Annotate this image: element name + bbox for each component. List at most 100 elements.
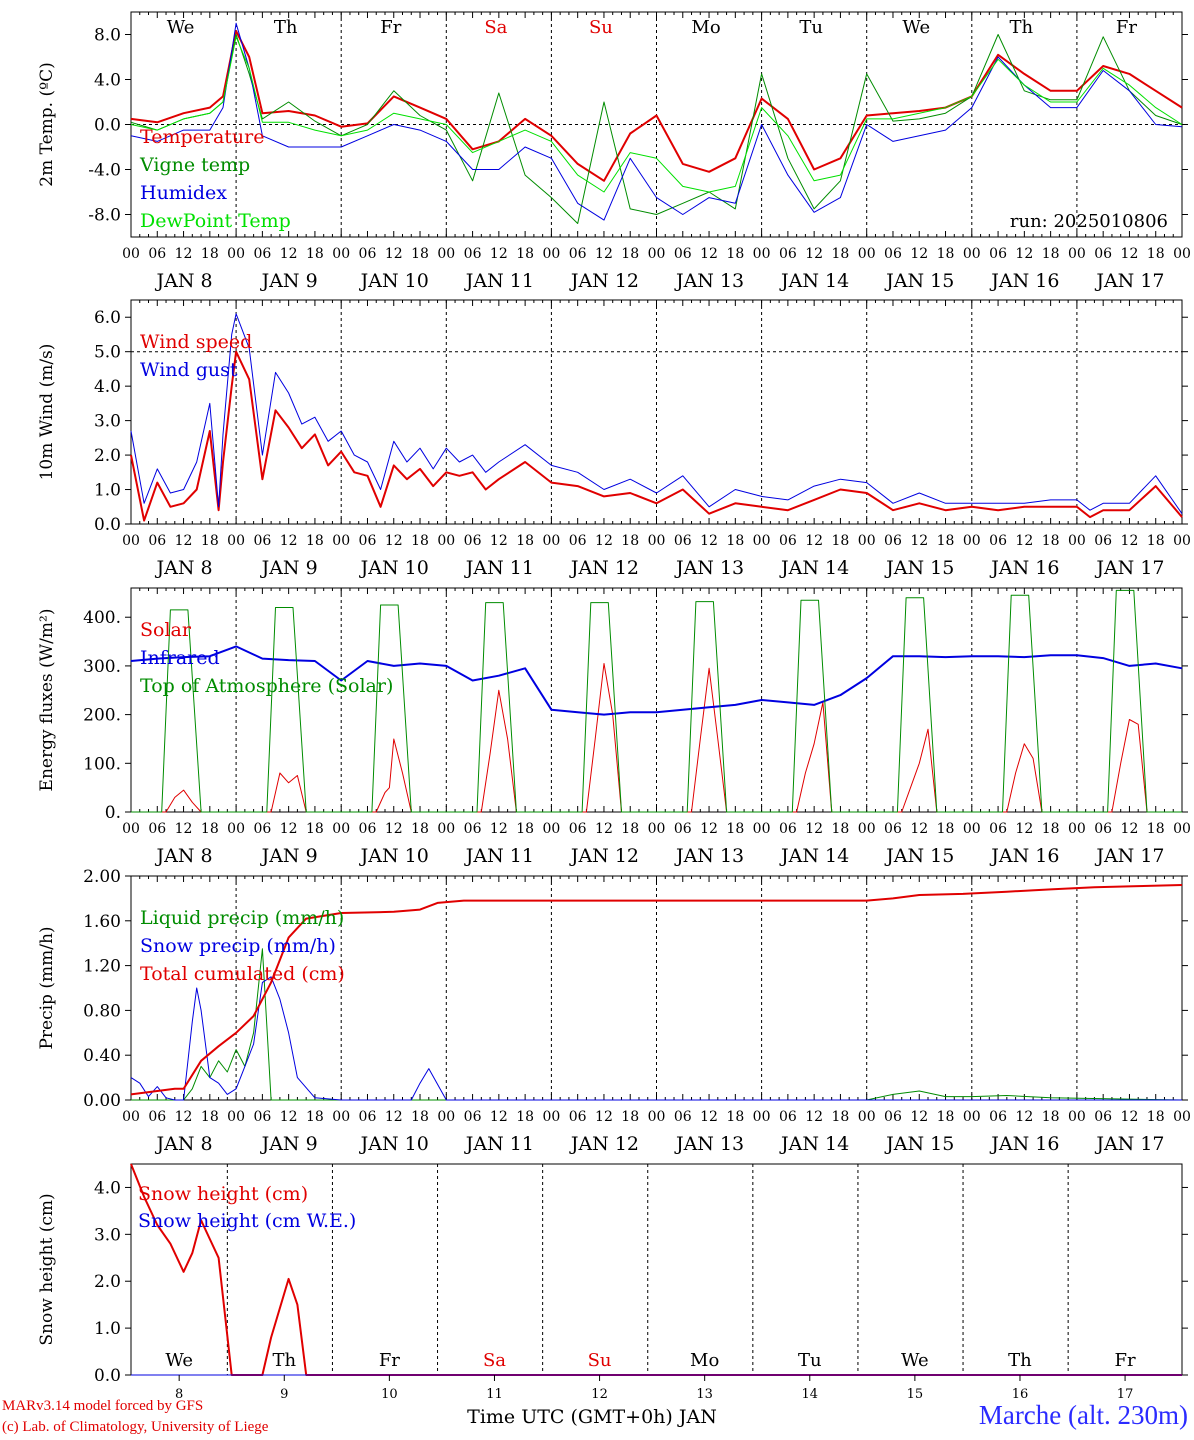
hour-label: 00 (963, 821, 981, 837)
day-name: Mo (690, 1350, 719, 1371)
hour-label: 12 (175, 821, 193, 837)
hour-label: 12 (280, 533, 298, 549)
hour-label: 00 (648, 821, 666, 837)
hour-label: 00 (227, 246, 245, 262)
y-tick-label: 0.0 (94, 515, 121, 535)
hour-label: 00 (542, 533, 560, 549)
day-number: 11 (486, 1387, 503, 1402)
y-axis-label: Energy fluxes (W/m²) (37, 609, 57, 792)
hour-label: 06 (569, 1109, 587, 1125)
hour-label: 00 (1068, 1109, 1086, 1125)
day-name: Su (588, 1350, 612, 1371)
hour-label: 06 (989, 1109, 1007, 1125)
hour-label: 12 (1121, 821, 1139, 837)
hour-label: 18 (726, 533, 744, 549)
date-label: JAN 10 (359, 270, 429, 292)
y-tick-label: 3.0 (94, 412, 121, 432)
series-line (130, 976, 1182, 1101)
hour-label: 06 (148, 821, 166, 837)
lab-credit: (c) Lab. of Climatology, University of L… (2, 1419, 269, 1435)
hour-label: 00 (753, 1109, 771, 1125)
hour-label: 12 (385, 1109, 403, 1125)
legend-entry: Humidex (140, 182, 227, 204)
hour-label: 06 (989, 533, 1007, 549)
hour-label: 00 (753, 246, 771, 262)
day-name: Th (274, 17, 298, 38)
hour-label: 00 (858, 821, 876, 837)
hour-label: 18 (832, 1109, 850, 1125)
hour-label: 06 (148, 1109, 166, 1125)
date-label: JAN 11 (464, 1133, 534, 1155)
hour-label: 18 (1147, 821, 1165, 837)
hour-label: 00 (542, 1109, 560, 1125)
hour-label: 06 (779, 821, 797, 837)
y-axis-label: Precip (mm/h) (37, 926, 57, 1049)
hour-label: 18 (1042, 533, 1060, 549)
hour-label: 18 (201, 821, 219, 837)
hour-label: 00 (858, 246, 876, 262)
hour-label: 12 (1015, 821, 1033, 837)
day-number: 14 (801, 1387, 818, 1402)
y-tick-label: 0. (105, 803, 121, 823)
hour-label: 12 (175, 246, 193, 262)
hour-label: 18 (1042, 1109, 1060, 1125)
hour-label: 18 (306, 821, 324, 837)
hour-label: 00 (1173, 1109, 1191, 1125)
date-label: JAN 11 (464, 557, 534, 579)
day-number: 12 (591, 1387, 608, 1402)
date-label: JAN 15 (884, 270, 954, 292)
hour-label: 00 (753, 821, 771, 837)
series-line (130, 22, 1183, 221)
hour-label: 06 (1094, 246, 1112, 262)
date-label: JAN 13 (674, 845, 744, 867)
day-name: Su (589, 17, 613, 38)
day-name: Fr (1115, 1350, 1136, 1371)
hour-label: 18 (726, 1109, 744, 1125)
hour-label: 18 (937, 533, 955, 549)
y-tick-label: 1.60 (83, 912, 121, 932)
hour-label: 18 (516, 246, 534, 262)
date-label: JAN 9 (260, 1133, 318, 1155)
y-tick-label: 0.00 (83, 1091, 121, 1111)
hour-label: 18 (516, 1109, 534, 1125)
hour-label: 00 (858, 1109, 876, 1125)
day-name: Th (272, 1350, 296, 1371)
hour-label: 12 (805, 246, 823, 262)
hour-label: 12 (1121, 533, 1139, 549)
date-label: JAN 17 (1094, 845, 1164, 867)
date-label: JAN 14 (779, 845, 849, 867)
hour-label: 18 (1147, 533, 1165, 549)
hour-label: 12 (910, 533, 928, 549)
hour-label: 06 (569, 821, 587, 837)
hour-label: 18 (937, 1109, 955, 1125)
day-name: Th (1010, 17, 1034, 38)
day-number: 16 (1012, 1387, 1029, 1402)
hour-label: 12 (280, 246, 298, 262)
hour-label: 12 (700, 533, 718, 549)
hour-label: 18 (516, 533, 534, 549)
hour-label: 06 (1094, 1109, 1112, 1125)
hour-label: 00 (1068, 821, 1086, 837)
day-name: Th (1008, 1350, 1032, 1371)
date-label: JAN 17 (1094, 1133, 1164, 1155)
date-label: JAN 13 (674, 270, 744, 292)
y-tick-label: 100. (83, 754, 121, 774)
hour-label: 18 (621, 533, 639, 549)
series-line (131, 948, 1183, 1101)
hour-label: 18 (832, 533, 850, 549)
legend-entry: Temperature (140, 126, 264, 148)
hour-label: 12 (175, 533, 193, 549)
y-tick-label: 400. (83, 608, 121, 628)
day-name: We (165, 1350, 193, 1371)
hour-label: 00 (437, 246, 455, 262)
hour-label: 18 (621, 246, 639, 262)
day-number: 9 (280, 1387, 288, 1402)
y-tick-label: -8.0 (88, 206, 121, 226)
day-number: 8 (175, 1387, 183, 1402)
y-tick-label: 1.0 (94, 1319, 121, 1339)
hour-label: 06 (359, 821, 377, 837)
hour-label: 06 (674, 533, 692, 549)
hour-label: 12 (805, 1109, 823, 1125)
hour-label: 00 (648, 1109, 666, 1125)
hour-label: 00 (1068, 533, 1086, 549)
